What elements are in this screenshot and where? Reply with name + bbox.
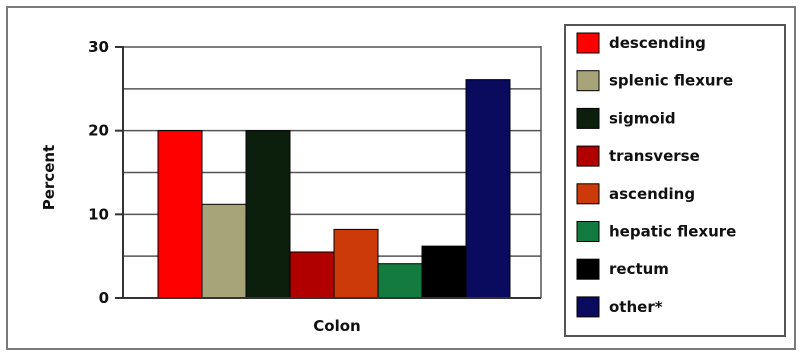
axes	[122, 46, 542, 299]
bar-transverse	[289, 251, 335, 299]
legend-swatch	[576, 296, 600, 318]
legend-swatch	[576, 221, 600, 242]
y-tick-label: 0	[99, 289, 109, 307]
legend-label: rectum	[609, 260, 669, 278]
legend-swatch	[576, 70, 600, 92]
legend-swatch	[576, 145, 600, 167]
legend-swatch	[576, 183, 600, 205]
legend-label: descending	[609, 34, 706, 52]
legend-swatch	[576, 258, 600, 280]
y-tick-labels: 0 10 20 30	[88, 38, 123, 307]
y-axis-title: Percent	[40, 145, 58, 210]
y-tick-label: 30	[88, 38, 109, 56]
bar-ascending	[333, 228, 379, 299]
legend-label: hepatic flexure	[609, 223, 736, 241]
legend-label: transverse	[609, 147, 700, 165]
x-axis-title: Colon	[313, 317, 360, 335]
y-tick-label: 20	[88, 122, 109, 140]
legend-box	[564, 24, 786, 337]
legend-label: ascending	[609, 185, 695, 203]
y-tick-label: 10	[88, 205, 109, 223]
bars	[157, 79, 511, 299]
bar-sigmoid	[245, 130, 291, 299]
bar-other	[465, 79, 511, 299]
legend: descending splenic flexure sigmoid transver…	[564, 24, 786, 337]
bar-hepatic-flexure	[377, 263, 423, 299]
bar-descending	[157, 130, 203, 299]
legend-swatch	[576, 107, 600, 129]
legend-swatch	[576, 32, 600, 54]
legend-label: sigmoid	[609, 109, 676, 127]
legend-label: splenic flexure	[609, 72, 733, 90]
bar-splenic-flexure	[201, 203, 247, 299]
legend-label: other*	[609, 298, 663, 316]
bar-rectum	[421, 245, 467, 299]
